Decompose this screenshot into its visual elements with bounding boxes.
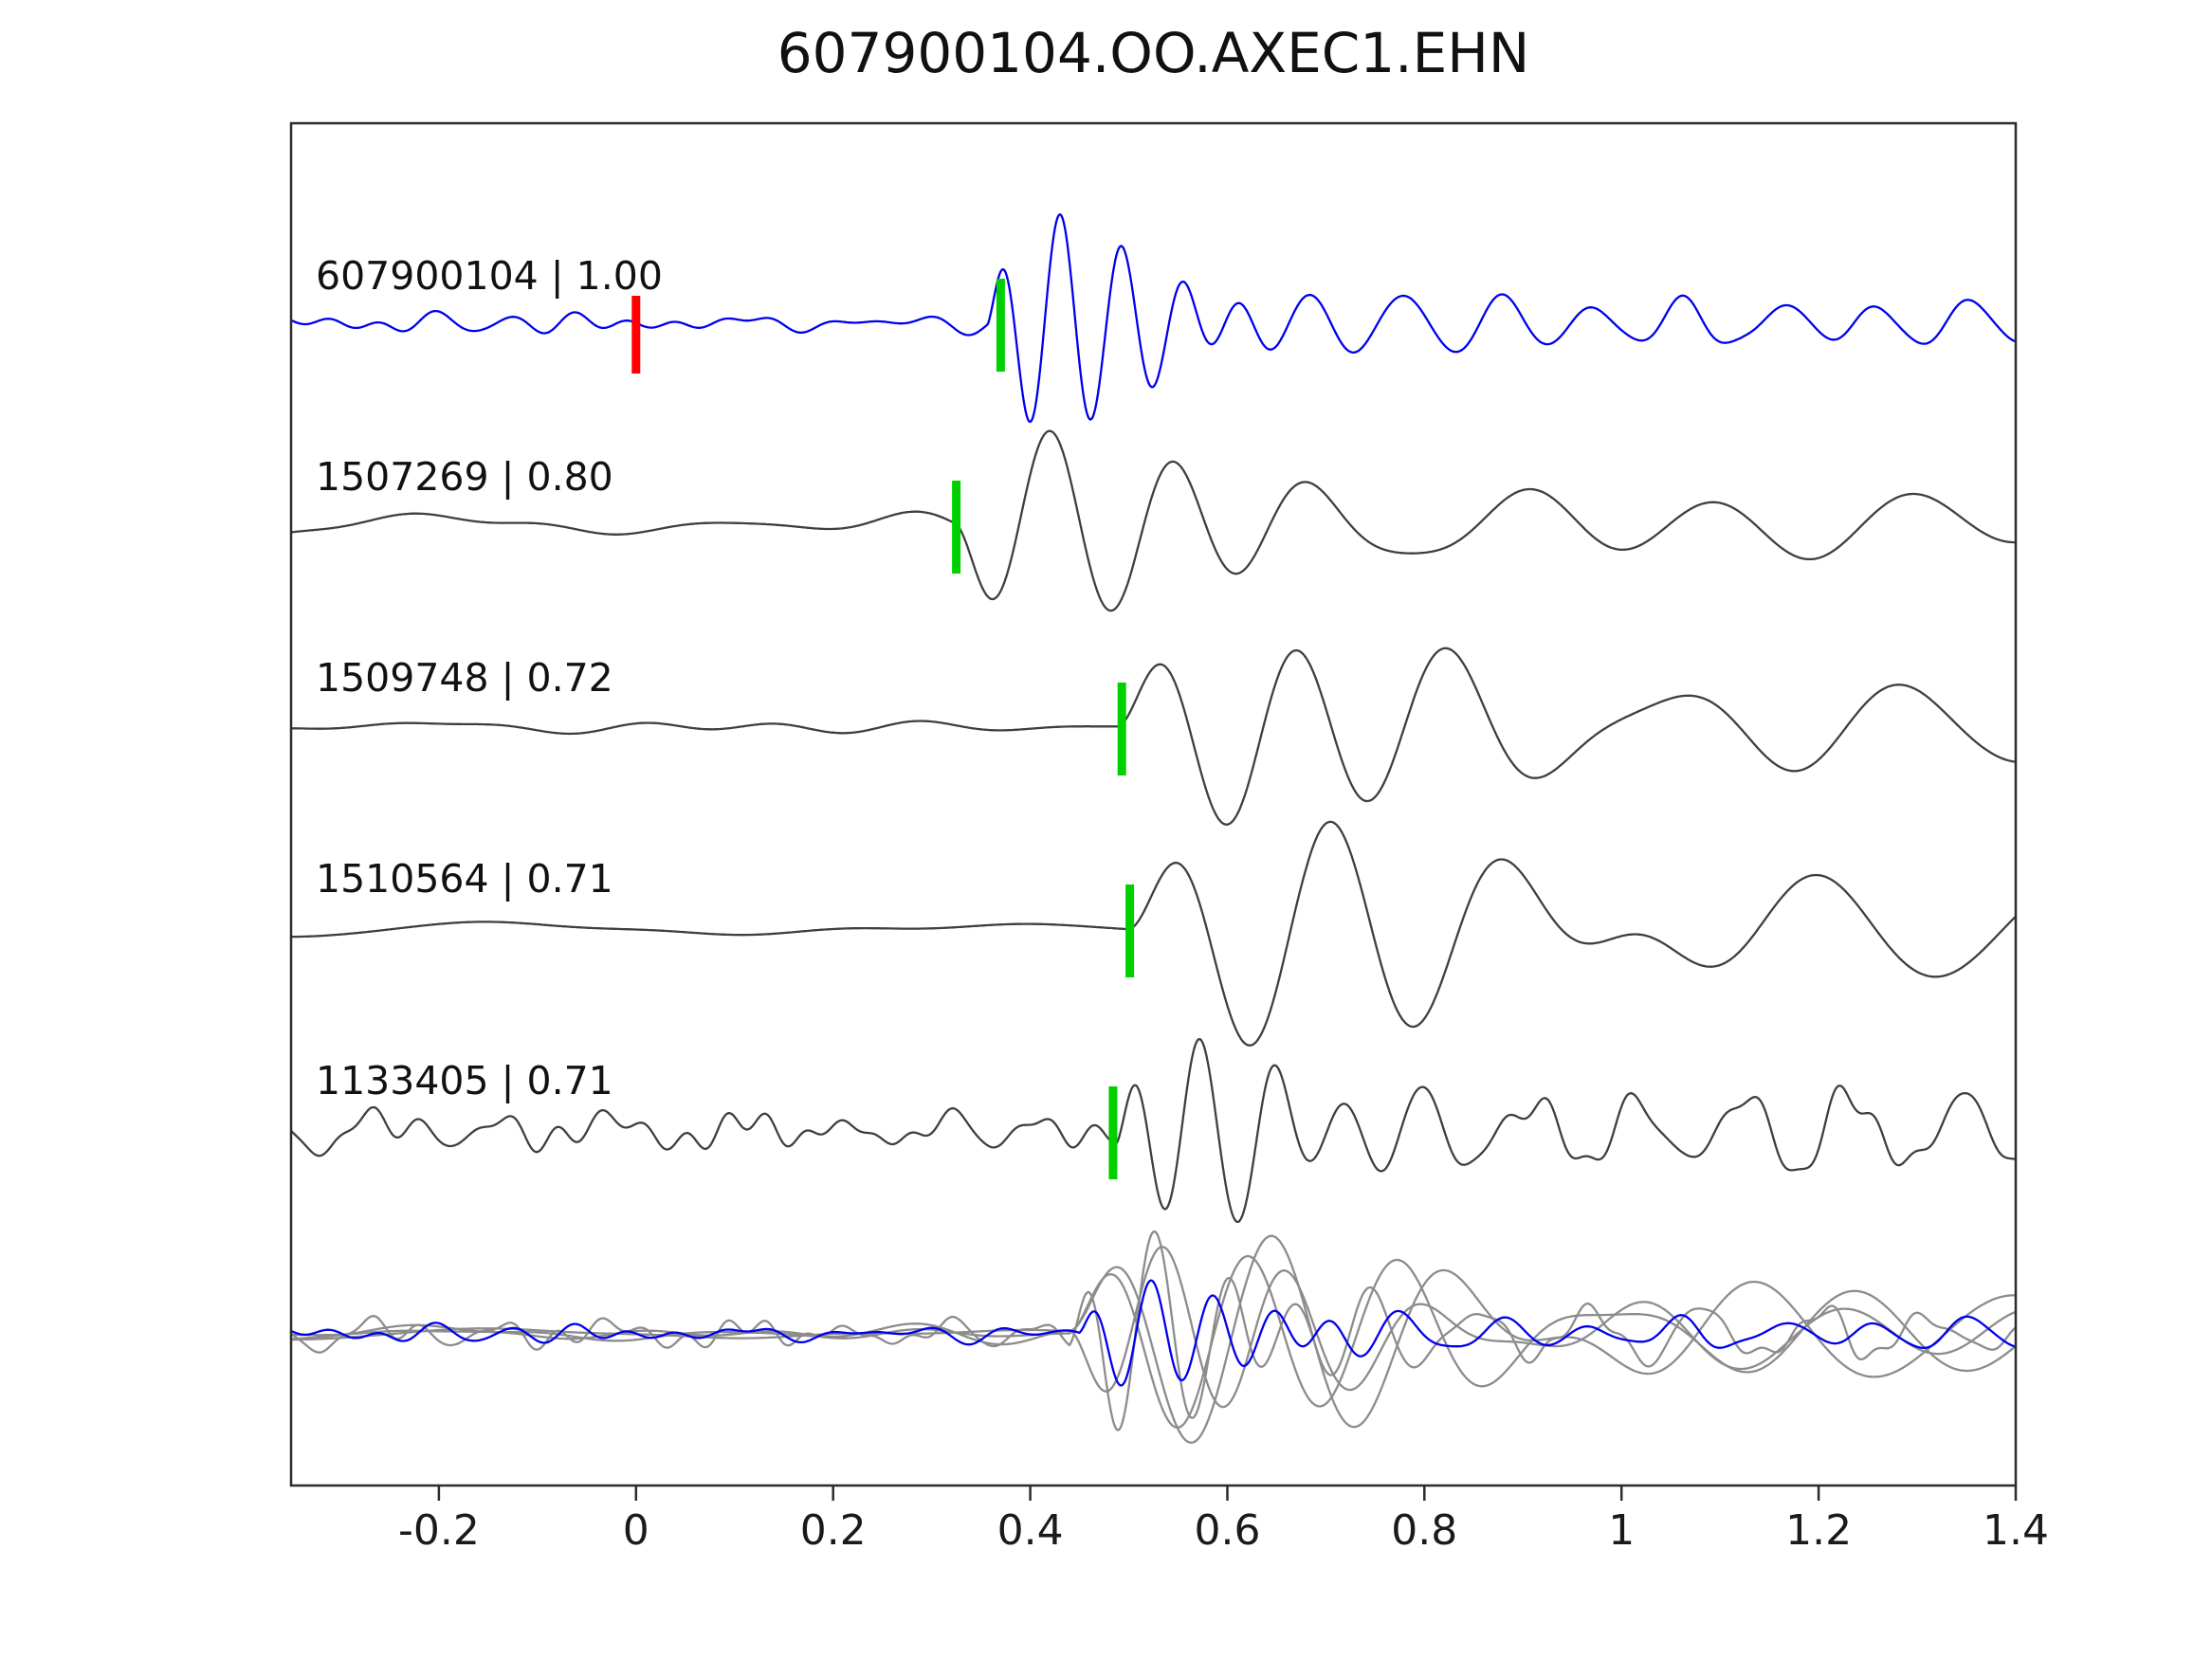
trace-1133405 (291, 1037, 2016, 1224)
picks-group (631, 279, 1135, 1179)
trace-label-607900104: 607900104 | 1.00 (316, 253, 663, 299)
trace-607900104 (291, 213, 2016, 424)
x-tick-label: 0.8 (1391, 1506, 1457, 1555)
x-tick-label: 0 (623, 1506, 649, 1555)
x-tick-label: 1.2 (1785, 1506, 1852, 1555)
overlay-trace-607900104 (291, 1279, 2016, 1387)
x-tick-label: -0.2 (398, 1506, 480, 1555)
detection-pick-green-1507269 (952, 481, 961, 574)
x-tick-label: 1 (1608, 1506, 1635, 1555)
x-tick-label: 0.2 (800, 1506, 867, 1555)
trace-label-1133405: 1133405 | 0.71 (316, 1058, 613, 1103)
trace-1509748 (291, 647, 2016, 826)
traces-group (291, 213, 2016, 1444)
trace-1510564 (291, 820, 2016, 1047)
x-tick-label: 1.4 (1983, 1506, 2049, 1555)
overlay-trace-1133405 (291, 1230, 2016, 1431)
trace-label-1510564: 1510564 | 0.71 (316, 856, 613, 902)
detection-pick-green-1510564 (1125, 884, 1135, 977)
x-tick-label: 0.6 (1195, 1506, 1261, 1555)
template-pick-red-607900104 (631, 296, 641, 374)
detection-pick-green-1133405 (1108, 1086, 1118, 1179)
detection-pick-green-1509748 (1117, 683, 1126, 775)
trace-label-1509748: 1509748 | 0.72 (316, 655, 613, 701)
overlay-trace-1509748 (291, 1254, 2016, 1430)
chart-title: 607900104.OO.AXEC1.EHN (777, 21, 1530, 85)
overlay-trace-1510564 (291, 1234, 2016, 1444)
trace-1507269 (291, 429, 2016, 612)
trace-label-1507269: 1507269 | 0.80 (316, 454, 613, 500)
detection-pick-green-607900104 (996, 279, 1005, 372)
axes-box (289, 121, 2018, 1487)
x-tick-label: 0.4 (997, 1506, 1064, 1555)
